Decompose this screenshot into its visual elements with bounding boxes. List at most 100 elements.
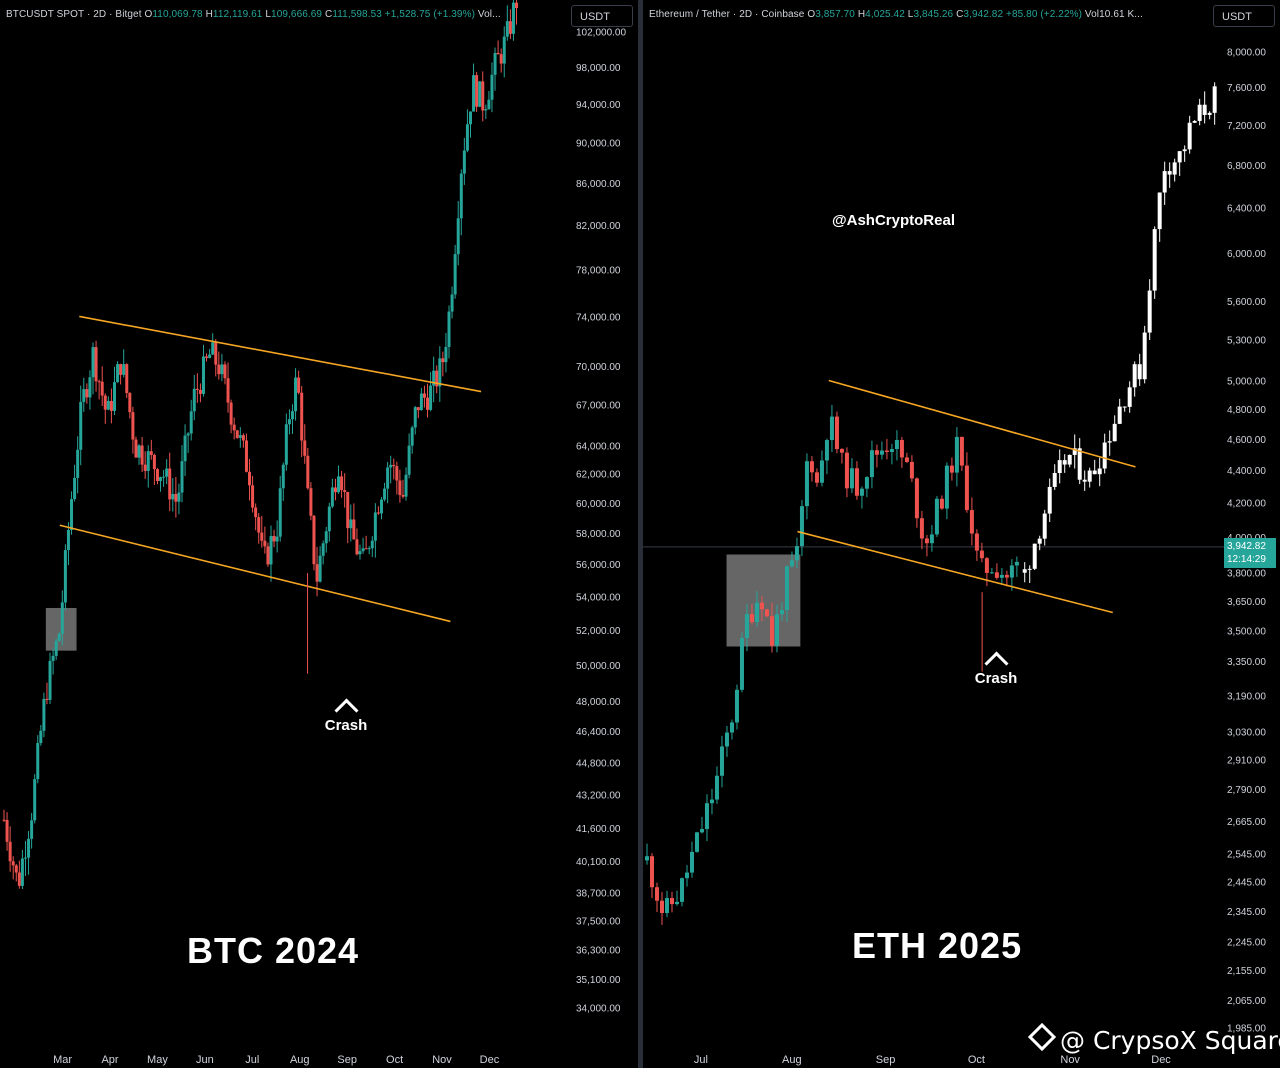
candle-down — [416, 407, 420, 411]
candle-up — [51, 655, 55, 661]
candle-down — [839, 449, 844, 453]
candle-up — [645, 856, 649, 861]
y-tick-label: 3,650.00 — [1227, 597, 1266, 608]
candle-down — [392, 464, 396, 467]
candle-up — [1014, 561, 1019, 566]
candle-up — [281, 464, 285, 489]
candle-down — [297, 377, 301, 393]
y-tick-label: 90,000.00 — [576, 138, 621, 149]
candle-up — [694, 832, 699, 852]
binance-logo-icon — [1027, 1022, 1057, 1052]
btc-close: 111,598.53 — [332, 9, 382, 20]
candle-down — [174, 493, 178, 502]
candle-down — [919, 518, 924, 539]
candle-up — [724, 732, 729, 747]
candle-down — [939, 498, 944, 509]
candle-up — [407, 445, 411, 475]
candle-down — [205, 356, 209, 358]
candle-up — [82, 389, 86, 402]
candle-up — [438, 358, 442, 387]
candle-up — [358, 551, 362, 555]
eth-close-label: C — [956, 9, 964, 20]
projection-candle — [1112, 423, 1117, 442]
projection-candle — [1162, 171, 1167, 193]
projection-candle — [1102, 442, 1107, 469]
eth-chart-panel[interactable]: 8,000.00 7,600.00 7,200.00 6,800.00 6,400.00… — [643, 0, 1280, 1068]
candle-down — [984, 558, 989, 573]
candle-up — [664, 898, 669, 914]
candle-down — [17, 872, 21, 886]
y-tick-label: 86,000.00 — [576, 179, 621, 190]
y-tick-label: 98,000.00 — [576, 63, 621, 74]
candle-up — [465, 124, 469, 151]
candle-up — [389, 464, 393, 468]
candle-up — [468, 111, 472, 125]
candle-up — [48, 660, 52, 700]
candle-down — [152, 454, 156, 470]
y-tick-label: 41,600.00 — [576, 824, 621, 835]
candle-up — [146, 451, 150, 471]
eth-low-label: L — [907, 9, 914, 20]
candle-down — [508, 21, 512, 34]
panel-divider[interactable] — [638, 0, 643, 1068]
candle-down — [8, 841, 12, 862]
candle-up — [714, 775, 719, 800]
candle-down — [94, 347, 98, 382]
y-tick-label: 36,300.00 — [576, 945, 621, 956]
candle-down — [764, 609, 769, 617]
candle-up — [39, 730, 43, 744]
candle-down — [168, 468, 172, 500]
candle-up — [30, 820, 34, 839]
candle-up — [79, 401, 83, 450]
btc-year-label: BTC 2024 — [187, 930, 360, 971]
candle-down — [496, 52, 500, 55]
btc-symbol: BTCUSDT SPOT · 2D · Bitget — [6, 9, 142, 20]
candle-down — [834, 416, 839, 450]
y-tick-label: 4,800.00 — [1227, 405, 1266, 416]
x-tick-label: Dec — [1151, 1054, 1171, 1066]
projection-candle — [1067, 454, 1072, 465]
projection-candle — [1072, 448, 1077, 455]
btc-currency-button[interactable]: USDT — [571, 5, 633, 27]
candle-up — [201, 356, 205, 394]
candle-up — [944, 465, 949, 509]
candle-down — [426, 397, 430, 410]
candle-up — [171, 493, 175, 500]
y-tick-label: 35,100.00 — [576, 975, 621, 986]
eth-currency-button[interactable]: USDT — [1213, 5, 1275, 27]
candle-down — [441, 358, 445, 363]
candle-down — [266, 546, 270, 565]
y-tick-label: 64,000.00 — [576, 441, 621, 452]
y-tick-label: 67,000.00 — [576, 401, 621, 412]
candle-down — [884, 450, 889, 452]
candle-down — [649, 856, 654, 888]
candle-up — [679, 878, 684, 902]
projection-candle — [1097, 468, 1102, 475]
candle-down — [195, 388, 199, 390]
candle-up — [779, 610, 784, 615]
candle-up — [23, 857, 27, 859]
candle-up — [478, 81, 482, 107]
projection-candle — [1042, 513, 1047, 539]
candle-down — [949, 465, 954, 473]
candle-up — [429, 385, 433, 410]
candle-down — [45, 698, 49, 700]
candle-up — [472, 75, 476, 112]
candle-up — [450, 294, 454, 312]
y-tick-label: 50,000.00 — [576, 661, 621, 672]
projection-candle — [1092, 470, 1097, 475]
candle-up — [484, 109, 488, 111]
candle-up — [337, 476, 341, 493]
candle-down — [140, 445, 144, 465]
btc-chart-panel[interactable]: 102,000.00 98,000.00 94,000.00 90,000.00 86,… — [0, 0, 638, 1068]
y-tick-label: 6,400.00 — [1227, 204, 1266, 215]
candle-up — [413, 407, 417, 428]
candle-down — [874, 450, 879, 455]
candle-down — [248, 471, 252, 486]
y-tick-label: 46,400.00 — [576, 727, 621, 738]
x-tick-label: Oct — [968, 1054, 985, 1066]
btc-change: +1,528.75 (+1.39%) — [384, 9, 475, 20]
candle-up — [287, 419, 291, 425]
candle-down — [125, 364, 129, 394]
candle-up — [106, 401, 110, 410]
